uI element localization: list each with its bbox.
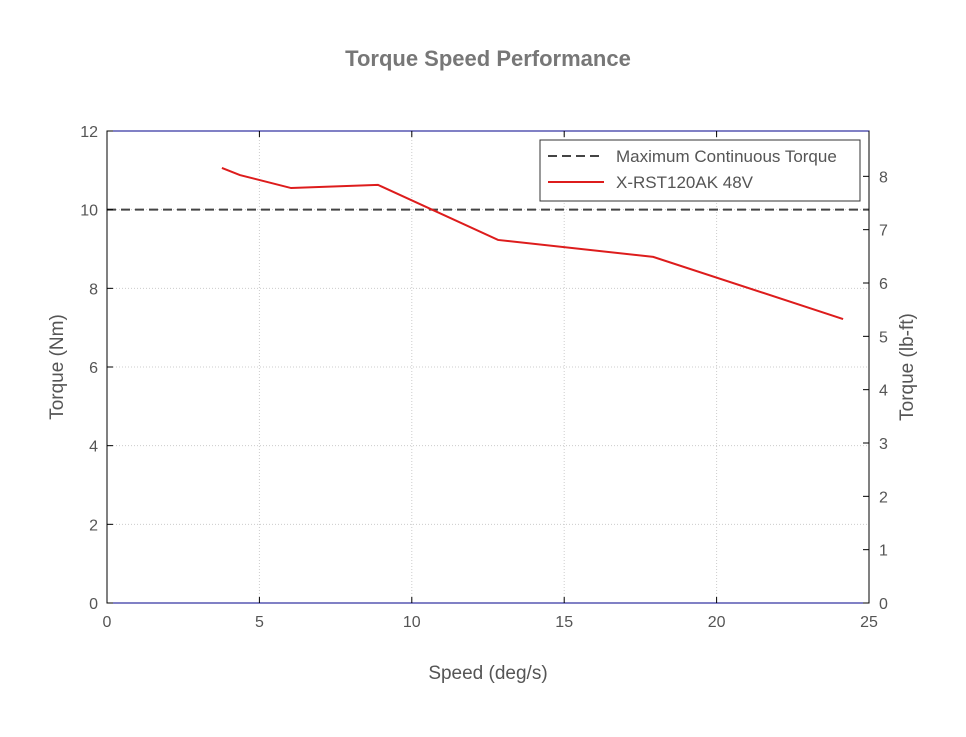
y2-tick-label: 8 bbox=[879, 169, 888, 186]
legend: Maximum Continuous Torque X-RST120AK 48V bbox=[539, 139, 861, 202]
y-tick-label: 12 bbox=[80, 124, 98, 141]
legend-label-xrst120ak: X-RST120AK 48V bbox=[616, 173, 754, 192]
x-tick-label: 0 bbox=[103, 614, 112, 631]
x-tick-label: 5 bbox=[255, 614, 264, 631]
y2-tick-label: 4 bbox=[879, 383, 888, 400]
xrst120ak-48v-line bbox=[221, 167, 844, 320]
y-tick-label: 10 bbox=[80, 203, 98, 220]
y-tick-label: 4 bbox=[89, 439, 98, 456]
x-tick-label: 10 bbox=[403, 614, 421, 631]
y2-tick-label: 6 bbox=[879, 276, 888, 293]
y-axis-label: Torque (Nm) bbox=[47, 314, 68, 420]
legend-box bbox=[539, 139, 861, 202]
y2-tick-label: 3 bbox=[879, 436, 888, 453]
y-tick-label: 0 bbox=[89, 596, 98, 613]
y2-tick-label: 5 bbox=[879, 329, 888, 346]
x-axis-label: Speed (deg/s) bbox=[428, 663, 547, 684]
y2-tick-label: 2 bbox=[879, 489, 888, 506]
x-tick-label: 15 bbox=[555, 614, 573, 631]
y-tick-label: 6 bbox=[89, 360, 98, 377]
x-tick-label: 20 bbox=[708, 614, 726, 631]
y2-axis-label: Torque (lb-ft) bbox=[897, 313, 918, 421]
y2-tick-label: 0 bbox=[879, 596, 888, 613]
x-tick-label: 25 bbox=[860, 614, 878, 631]
y2-tick-label: 1 bbox=[879, 543, 888, 560]
series-lines bbox=[107, 167, 869, 320]
y-tick-label: 8 bbox=[89, 281, 98, 298]
chart-title: Torque Speed Performance bbox=[345, 46, 631, 71]
y2-tick-label: 7 bbox=[879, 223, 888, 240]
y-tick-label: 2 bbox=[89, 517, 98, 534]
legend-label-max-continuous: Maximum Continuous Torque bbox=[616, 147, 837, 166]
grid bbox=[106, 130, 870, 604]
